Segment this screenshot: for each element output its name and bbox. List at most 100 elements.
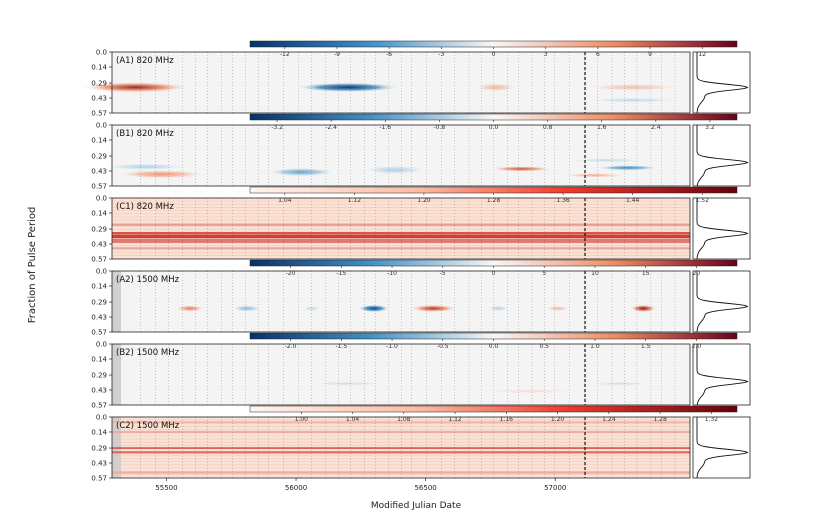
colorbar-tick-label: 6 [596,51,600,58]
y-tick-label: 0.57 [91,183,107,191]
profile-frame [692,51,751,114]
panel-frame [111,270,691,333]
colorbar-tick-label: 1.24 [602,416,616,423]
y-tick-label: 0.57 [91,329,107,337]
pulse-profile [696,417,749,478]
y-axis-title: Fraction of Pulse Period [27,207,38,324]
y-tick-label: 0.57 [91,475,107,483]
colorbar-tick-label: -0.8 [434,124,446,131]
y-tick-label: 0.43 [91,314,107,322]
panel-label: (A1) 820 MHz [116,56,174,66]
panel-label: (A2) 1500 MHz [116,275,180,285]
panel-frame [111,343,691,406]
panel-frame [111,416,691,479]
feature-blob [477,388,582,394]
pulse-profile [696,271,749,332]
colorbar-tick-label: 0 [492,270,496,277]
feature-blob [588,381,652,386]
colorbar-tick-label: 1.28 [487,197,501,204]
epoch-lines [140,198,676,259]
panel-C1: 0.0 0.14 0.29 0.43 0.57 (C1) 820 MHz [91,195,751,264]
panel-B2: 0.0 0.14 0.29 0.43 0.57 (B2) 1500 MHz [91,341,751,410]
panel-label: (B1) 820 MHz [116,129,174,139]
colorbar-tick-label: 0.0 [489,343,499,350]
colorbar-A2: -20 -15 -10 -5 0 5 10 15 20 [249,259,738,277]
colorbar-strip [249,332,738,340]
panel-background [112,271,690,332]
colorbar-tick-label: -15 [336,270,346,277]
panel-frame [111,124,691,187]
feature-blob [546,305,570,312]
y-tick-label: 0.29 [91,80,107,88]
colorbar-tick-label: 1.16 [500,416,514,423]
colorbar-tick-label: -1.0 [386,343,398,350]
panel-frame [111,197,691,260]
profile-frame [692,416,751,479]
y-tick-label: 0.43 [91,168,107,176]
colorbar-C2: 1.00 1.04 1.08 1.12 1.16 1.20 1.24 1.28 1.32 [249,405,738,423]
y-tick-label: 0.14 [91,355,107,363]
y-tick-label: 0.43 [91,95,107,103]
colorbar-tick-label: 1.32 [705,416,719,423]
colorbar-tick-label: 2.4 [651,124,661,131]
pulse-profile [696,198,749,259]
colorbar-tick-label: 1.00 [295,416,309,423]
y-tick-label: 0.29 [91,372,107,380]
colorbar-tick-label: 1.04 [278,197,292,204]
pulse-profile [696,125,749,187]
colorbar-tick-label: 1.36 [556,197,570,204]
feature-blob [175,305,205,312]
feature-blob [562,173,626,178]
feature-blob [308,381,387,386]
gap-strip [112,271,121,332]
pulse-profile [696,344,749,406]
intensity-band [112,430,690,434]
colorbar-tick-label: -6 [386,51,392,58]
panel-A1: 0.0 0.14 0.29 0.43 0.57 (A1) 820 MHz [80,49,751,118]
colorbar-tick-label: 1.08 [397,416,411,423]
colorbar-strip [249,40,738,48]
panel-label: (C2) 1500 MHz [116,421,180,431]
feature-blob [586,97,680,103]
y-tick-label: 0.0 [96,49,107,57]
colorbar-strip [249,186,738,194]
panel-background [112,52,690,113]
y-tick-label: 0.14 [91,209,107,217]
colorbar-tick-label: 1.28 [653,416,667,423]
y-tick-label: 0.14 [91,282,107,290]
x-tick-label: 55500 [155,484,177,492]
pulse-profile [696,52,749,113]
colorbar-tick-label: 20 [693,270,701,277]
colorbar-tick-label: 5 [542,270,546,277]
intensity-band [112,421,690,424]
y-tick-label: 0.29 [91,226,107,234]
y-tick-label: 0.43 [91,241,107,249]
y-tick-label: 0.14 [91,63,107,71]
colorbar-tick-label: 1.04 [346,416,360,423]
profile-frame [692,197,751,260]
feature-blob [474,83,517,92]
y-tick-label: 0.43 [91,387,107,395]
panel-A2: 0.0 0.14 0.29 0.43 0.57 (A2) 1500 MHz [91,268,751,337]
intensity-band [112,223,690,226]
panel-C2: 0.0 0.14 0.29 0.43 0.57 (C2) 1500 MHz [91,414,751,483]
epoch-lines [140,417,676,478]
colorbar-tick-label: -3.2 [271,124,283,131]
colorbar-tick-label: -20 [286,270,296,277]
feature-blob [117,169,206,179]
profile-frame [692,270,751,333]
colorbar-tick-label: -2.0 [285,343,297,350]
colorbar-tick-label: 15 [642,270,650,277]
colorbar-B2: -2.0 -1.5 -1.0 -0.5 0.0 0.5 1.0 1.5 2.0 [249,332,738,350]
colorbar-tick-label: 1.12 [348,197,362,204]
feature-blob [232,305,262,312]
colorbar-tick-label: 1.20 [551,416,565,423]
intensity-band [112,234,690,239]
intensity-band [112,232,690,235]
colorbar-strip [249,259,738,267]
intensity-band [112,447,690,449]
colorbar-tick-label: 1.0 [590,343,600,350]
feature-blob [490,166,553,172]
x-axis-title: Modified Julian Date [371,501,462,511]
